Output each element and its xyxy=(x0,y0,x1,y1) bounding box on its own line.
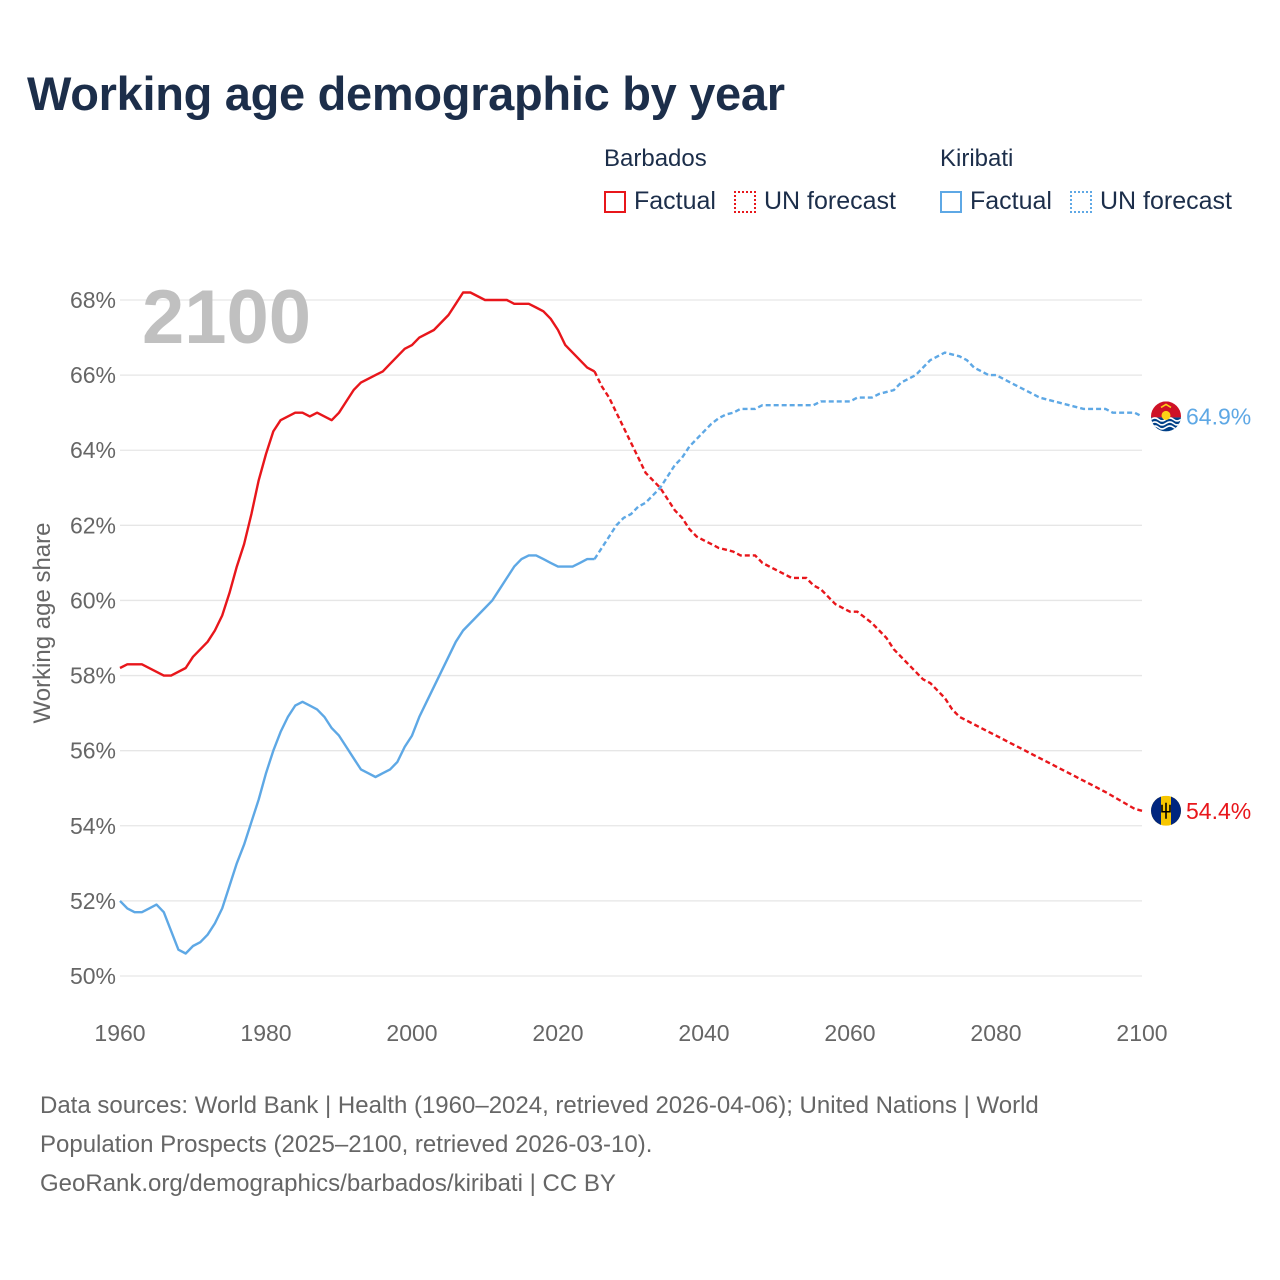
y-axis-label: Working age share xyxy=(29,523,56,724)
legend-item-barbados-forecast[interactable]: UN forecast xyxy=(733,187,896,216)
end-value-label: 64.9% xyxy=(1186,403,1251,429)
year-watermark: 2100 xyxy=(142,275,311,360)
legend-group-barbados: Barbados Factual UN forecast xyxy=(604,145,914,216)
x-tick-label: 2100 xyxy=(1116,1020,1167,1046)
kiribati-flag-icon xyxy=(1151,401,1181,432)
line-chart: 2100 50% 52% 54% 56% 58% 60% 62% 64% 66% 68% 1960… xyxy=(29,275,1251,1046)
legend-item-kiribati-factual[interactable]: Factual xyxy=(940,187,1052,216)
legend-label: Factual xyxy=(634,187,716,215)
x-tick-label: 1980 xyxy=(240,1020,291,1046)
y-tick-label: 58% xyxy=(70,663,116,689)
x-tick-label: 2000 xyxy=(386,1020,437,1046)
legend-swatch-solid xyxy=(604,190,626,213)
end-value-label: 54.4% xyxy=(1186,798,1251,824)
y-tick-label: 52% xyxy=(70,888,116,914)
legend-swatch-dotted xyxy=(1069,190,1092,213)
y-tick-label: 68% xyxy=(70,287,116,313)
y-tick-label: 50% xyxy=(70,963,116,989)
footer-sources-line-1: Data sources: World Bank | Health (1960–… xyxy=(40,1092,1039,1119)
barbados-factual-line xyxy=(119,291,596,677)
footer-attribution: GeoRank.org/demographics/barbados/kiriba… xyxy=(40,1170,616,1197)
y-tick-label: 60% xyxy=(70,587,116,613)
kiribati-forecast-line xyxy=(593,351,1143,560)
legend-swatch-dotted xyxy=(733,190,756,213)
legend-item-barbados-factual[interactable]: Factual xyxy=(604,187,716,216)
y-axis-ticks: 50% 52% 54% 56% 58% 60% 62% 64% 66% 68% xyxy=(70,287,116,989)
x-tick-label: 1960 xyxy=(94,1020,145,1046)
y-tick-label: 66% xyxy=(70,362,116,388)
legend-swatch-solid xyxy=(940,190,962,213)
x-axis-ticks: 1960 1980 2000 2020 2040 2060 2080 2100 xyxy=(94,1020,1167,1046)
legend-label: UN forecast xyxy=(1099,187,1232,215)
end-markers: 54.4% 64.9% xyxy=(1151,401,1251,826)
barbados-forecast-line xyxy=(593,370,1143,812)
chart-title: Working age demographic by year xyxy=(27,67,785,120)
y-tick-label: 56% xyxy=(70,738,116,764)
x-tick-label: 2040 xyxy=(678,1020,729,1046)
legend-label: Factual xyxy=(970,187,1052,215)
kiribati-factual-line xyxy=(119,554,595,955)
legend-group-name: Barbados xyxy=(604,145,707,172)
legend-group-kiribati: Kiribati Factual UN forecast xyxy=(940,145,1250,216)
x-tick-label: 2080 xyxy=(970,1020,1021,1046)
x-tick-label: 2020 xyxy=(532,1020,583,1046)
series-layer xyxy=(119,291,1143,955)
grid-lines xyxy=(120,299,1142,977)
y-tick-label: 64% xyxy=(70,437,116,463)
x-tick-label: 2060 xyxy=(824,1020,875,1046)
barbados-flag-icon xyxy=(1151,795,1181,826)
legend-item-kiribati-forecast[interactable]: UN forecast xyxy=(1069,187,1232,216)
y-tick-label: 54% xyxy=(70,813,116,839)
legend-group-name: Kiribati xyxy=(940,145,1014,172)
footer-sources-line-2: Population Prospects (2025–2100, retriev… xyxy=(40,1131,653,1158)
y-tick-label: 62% xyxy=(70,512,116,538)
legend-label: UN forecast xyxy=(763,187,896,215)
footer: Data sources: World Bank | Health (1960–… xyxy=(40,1086,1240,1203)
